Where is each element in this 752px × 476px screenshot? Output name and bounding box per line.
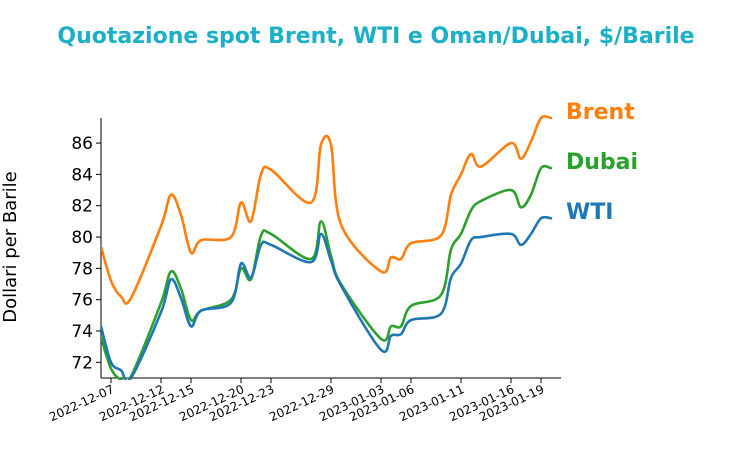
y-tick-label: 72 — [71, 353, 93, 373]
y-tick-label: 86 — [71, 134, 93, 154]
y-tick-label: 82 — [71, 197, 93, 217]
chart-title: Quotazione spot Brent, WTI e Oman/Dubai,… — [57, 24, 695, 49]
y-tick-label: 84 — [71, 165, 93, 185]
y-tick-label: 76 — [71, 291, 93, 311]
y-tick-label: 80 — [71, 228, 93, 248]
series-label-dubai: Dubai — [566, 150, 638, 175]
series-label-wti: WTI — [566, 200, 613, 225]
series-labels: Brent Dubai WTI — [566, 100, 638, 225]
y-axis-title: Dollari per Barile — [0, 171, 21, 323]
y-tick-label: 74 — [71, 322, 93, 342]
series-label-brent: Brent — [566, 100, 635, 125]
series-lines — [101, 114, 553, 380]
series-line-dubai — [101, 164, 553, 380]
series-line-wti — [101, 215, 553, 380]
series-line-brent — [101, 114, 553, 305]
y-tick-label: 78 — [71, 259, 93, 279]
